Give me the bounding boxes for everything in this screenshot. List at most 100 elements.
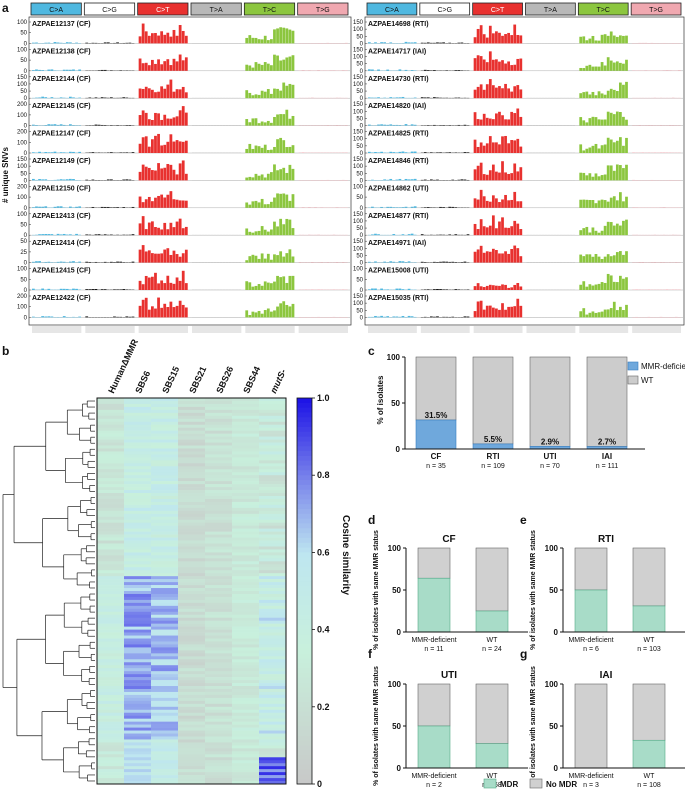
colorbar-step (297, 398, 312, 404)
snv-bar (389, 261, 393, 263)
snv-bar (273, 164, 276, 181)
heatmap-cell (97, 528, 125, 532)
heatmap-cell (205, 593, 233, 598)
heatmap-cell (124, 403, 152, 408)
heatmap-cell (178, 632, 206, 636)
heatmap-cell (232, 412, 260, 417)
heatmap-cell (205, 736, 233, 740)
snv-bar (251, 232, 255, 236)
snv-bar (282, 114, 286, 126)
snv-bar (141, 88, 145, 99)
heatmap-cell (205, 674, 233, 678)
heatmap-cell (205, 691, 233, 696)
heatmap-cell (178, 605, 206, 610)
heatmap-cell (151, 763, 179, 767)
snv-bar (389, 42, 393, 44)
snv-bar (144, 297, 148, 318)
snv-bar (50, 234, 54, 236)
heatmap-cell (232, 493, 260, 497)
heatmap-cells (97, 398, 287, 785)
heatmap-cell (124, 730, 152, 734)
snv-bar (175, 221, 179, 236)
heatmap-cell (97, 766, 125, 770)
colorbar-step (297, 774, 312, 780)
snv-bar (615, 36, 619, 44)
heatmap-cell (232, 481, 260, 485)
snv-bar (410, 70, 414, 71)
snv-bar (59, 261, 63, 263)
isolate-name: AZPAE12414 (CF) (32, 240, 91, 247)
y-tick-label: 50 (356, 62, 363, 68)
snv-bar (501, 115, 504, 126)
heatmap-cell (232, 576, 260, 580)
snv-bar (448, 42, 452, 44)
heatmap-cell (124, 739, 152, 743)
class-header-T>C (577, 2, 629, 16)
snv-bar (41, 288, 45, 290)
snv-bar (606, 35, 610, 44)
heatmap-cell (151, 478, 179, 482)
heatmap-cell (205, 445, 233, 449)
snv-bar (65, 234, 69, 236)
panel-label-f: f (368, 647, 373, 661)
snv-bar (91, 42, 95, 44)
heatmap-cell (97, 460, 125, 464)
snv-bar (473, 223, 477, 236)
snv-bar (178, 256, 182, 263)
snv-bar (248, 204, 252, 208)
snv-bar (504, 63, 507, 71)
snv-bar (44, 97, 48, 99)
heatmap-cell (259, 629, 287, 633)
heatmap-cell (124, 564, 152, 568)
snv-bar (516, 108, 520, 126)
snv-bar (257, 94, 261, 99)
heatmap-cell (178, 469, 206, 473)
snv-bar (282, 59, 286, 71)
snv-bar (279, 169, 283, 181)
colorbar-step (297, 755, 312, 761)
snv-bar (32, 70, 35, 71)
heatmap-cell (151, 751, 179, 755)
c-bar-wt (529, 356, 571, 447)
snv-bar (436, 42, 439, 44)
heatmap-cell (151, 775, 179, 779)
heatmap-cell (151, 632, 179, 636)
heatmap-cell (151, 760, 179, 764)
snv-bar (103, 234, 107, 236)
heatmap-cell (124, 724, 152, 728)
snv-bar (166, 32, 170, 44)
heatmap-cell (259, 525, 287, 529)
panel-label-e: e (520, 513, 527, 527)
snv-bar (282, 140, 286, 153)
snv-bar (457, 70, 461, 71)
snv-bar (285, 109, 289, 126)
small-bar-mdr (417, 725, 451, 769)
snv-bar (288, 219, 292, 236)
snv-bar (448, 234, 452, 236)
snv-bar (270, 149, 273, 153)
snv-bar (301, 70, 305, 71)
heatmap-cell (124, 769, 152, 773)
snv-bar (488, 25, 492, 44)
y-tick-label: 150 (353, 47, 364, 53)
small-category-label: MMR-deficient (568, 773, 613, 780)
heatmap-cell (259, 742, 287, 746)
snv-bar (476, 119, 480, 126)
heatmap-cell (259, 680, 287, 684)
heatmap-cell (97, 519, 125, 524)
heatmap-cell (124, 635, 152, 639)
snv-bar (94, 234, 98, 236)
snv-bar (266, 89, 270, 99)
heatmap-cell (178, 602, 206, 607)
snv-bar (122, 234, 126, 236)
snv-bar (600, 119, 604, 126)
heatmap-cell (259, 638, 287, 642)
snv-bar (513, 113, 517, 126)
heatmap-cell (259, 501, 287, 506)
heatmap-cell (259, 585, 287, 589)
heatmap-cell (178, 430, 206, 434)
heatmap-cell (97, 674, 125, 678)
heatmap-cell (97, 555, 125, 559)
heatmap-cell (124, 448, 152, 452)
heatmap-cell (124, 650, 152, 654)
